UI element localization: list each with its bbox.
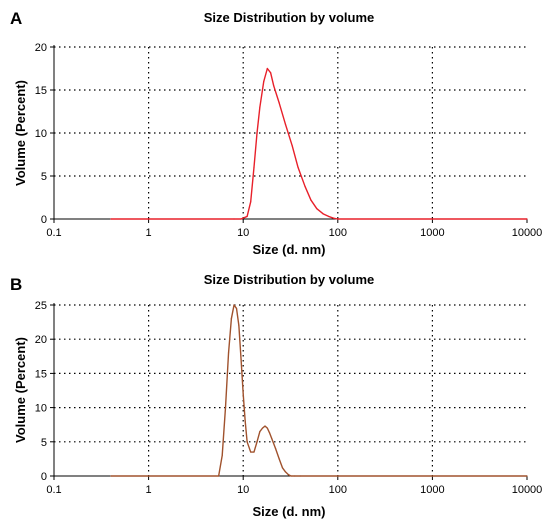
data-point-a (297, 166, 299, 168)
data-point-b (238, 324, 240, 327)
data-point-b (244, 420, 246, 422)
data-point-a (291, 145, 293, 147)
series-line-b-0 (110, 304, 527, 477)
data-point-b (287, 474, 289, 476)
data-point-b (274, 448, 277, 450)
data-point-a (337, 218, 339, 220)
data-point-a (316, 208, 318, 210)
data-point-a (304, 185, 306, 187)
x-axis-label-a: Size (d. nm) (253, 242, 326, 257)
y-tick-label-b: 25 (35, 300, 47, 312)
x-tick-label-a: 1000 (420, 227, 444, 239)
y-tick-label-a: 10 (35, 128, 47, 140)
data-point-a (246, 215, 248, 218)
data-point-b (235, 307, 238, 310)
y-tick-label-b: 5 (41, 437, 47, 449)
panel-letter-a: A (10, 9, 22, 28)
x-tick-label-b: 10 (237, 484, 249, 496)
x-tick-label-a: 0.1 (46, 227, 61, 239)
data-point-a (284, 123, 287, 125)
data-point-a (270, 72, 272, 74)
y-tick-label-b: 20 (35, 334, 47, 346)
y-tick-label-a: 20 (35, 42, 47, 54)
y-axis-label-b: Volume (Percent) (13, 337, 28, 443)
data-point-b (218, 475, 220, 477)
data-point-b (284, 471, 287, 473)
data-point-b (268, 432, 271, 434)
series-line-a-0 (110, 67, 527, 220)
data-point-b (261, 427, 264, 429)
data-point-b (294, 475, 296, 477)
data-point-b (264, 425, 266, 427)
data-point-b (526, 475, 528, 477)
data-point-a (328, 215, 330, 218)
data-point-a (110, 218, 112, 220)
data-point-b (259, 430, 261, 433)
y-tick-label-b: 0 (41, 471, 47, 483)
data-point-a (240, 218, 242, 220)
x-tick-label-a: 100 (329, 227, 347, 239)
data-point-b (227, 352, 230, 354)
y-tick-label-a: 5 (41, 171, 47, 183)
x-axis-label-b: Size (d. nm) (253, 504, 326, 519)
data-point-b (221, 454, 223, 457)
data-point-b (271, 437, 273, 439)
data-point-a (266, 67, 268, 70)
chart-title-b: Size Distribution by volume (204, 272, 374, 287)
data-point-b (230, 318, 232, 320)
y-axis-label-a: Volume (Percent) (13, 80, 28, 186)
data-point-a (259, 106, 261, 108)
data-point-b (242, 393, 244, 395)
y-tick-label-b: 10 (35, 403, 47, 415)
chart-panel-b: B Size Distribution by volume Size (d. n… (10, 272, 542, 519)
x-tick-label-b: 10000 (512, 484, 543, 496)
data-point-b (240, 359, 242, 361)
x-tick-label-a: 1 (146, 227, 152, 239)
data-point-a (256, 132, 258, 134)
x-tick-label-b: 1000 (420, 484, 444, 496)
data-point-b (233, 304, 235, 306)
data-point-b (253, 451, 255, 453)
y-tick-label-a: 0 (41, 214, 47, 226)
data-point-b (281, 467, 284, 469)
x-tick-label-a: 10 (237, 227, 249, 239)
x-tick-label-b: 1 (146, 484, 152, 496)
data-point-b (110, 475, 112, 477)
data-point-b (246, 441, 248, 443)
x-tick-label-b: 100 (329, 484, 347, 496)
data-point-a (278, 102, 280, 104)
data-point-b (250, 451, 252, 453)
data-point-a (273, 85, 275, 87)
data-point-a (310, 199, 312, 201)
chart-title-a: Size Distribution by volume (204, 10, 374, 25)
data-point-b (299, 475, 301, 477)
data-point-a (322, 213, 324, 215)
data-point-b (278, 458, 280, 460)
data-point-a (250, 201, 252, 203)
panel-letter-b: B (10, 275, 22, 294)
data-point-a (332, 217, 335, 219)
y-tick-label-a: 15 (35, 85, 47, 97)
data-point-b (224, 407, 227, 409)
data-point-a (526, 218, 528, 220)
chart-panel-a: A Size Distribution by volume Size (d. n… (10, 9, 542, 257)
data-point-a (253, 166, 255, 168)
data-point-a (233, 218, 235, 220)
data-point-b (266, 427, 268, 429)
data-point-a (263, 80, 265, 82)
y-tick-label-b: 15 (35, 368, 47, 380)
data-point-b (290, 475, 292, 477)
data-point-b (256, 441, 258, 443)
x-tick-label-a: 10000 (512, 227, 543, 239)
x-tick-label-b: 0.1 (46, 484, 61, 496)
